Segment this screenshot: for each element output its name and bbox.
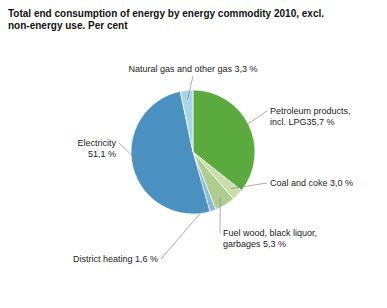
svg-text:Petroleum products,incl. LPG35: Petroleum products,incl. LPG35,7 % bbox=[270, 106, 351, 127]
svg-text:Fuel wood, black liquor,garbag: Fuel wood, black liquor,garbages 5,3 % bbox=[223, 228, 317, 249]
svg-text:Electricity51,1 %: Electricity51,1 % bbox=[77, 138, 116, 159]
html-text:Total end consumption of energ: Total end consumption of energy by energ… bbox=[8, 8, 324, 31]
svg-text:District heating 1,6 %: District heating 1,6 % bbox=[73, 254, 158, 264]
svg-text:Natural gas and other gas 3,3: Natural gas and other gas 3,3 % bbox=[128, 64, 257, 74]
svg-text:Coal and coke 3,0 %: Coal and coke 3,0 % bbox=[270, 178, 353, 188]
